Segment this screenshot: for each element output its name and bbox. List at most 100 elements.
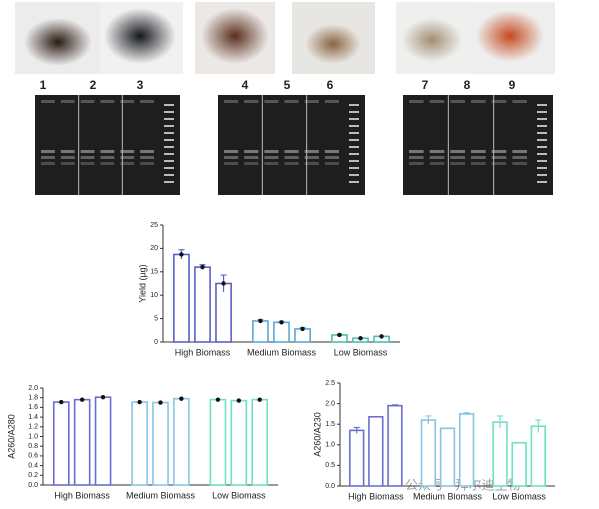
ladder-band (164, 146, 174, 148)
bar (492, 421, 508, 487)
y-tick-label: 1.0 (28, 433, 38, 440)
bar (511, 441, 527, 487)
gel-band (471, 162, 486, 165)
gel-band (100, 156, 115, 159)
data-point (179, 252, 184, 257)
gel-band (491, 156, 507, 159)
y-tick-label: 1.0 (325, 442, 335, 449)
bar (173, 253, 190, 343)
gel-band (60, 162, 75, 165)
gel-band (244, 150, 259, 153)
y-axis-title: A260/A230 (312, 412, 322, 457)
gel-band (450, 150, 465, 153)
bar (194, 266, 211, 343)
y-tick-label: 1.6 (28, 404, 38, 411)
ladder-band (537, 153, 547, 155)
gel-band (450, 162, 465, 165)
bar (458, 413, 475, 487)
y-tick-label: 0.4 (28, 462, 38, 469)
y-axis-title: A260/A280 (6, 414, 16, 459)
gel-band (512, 162, 527, 165)
gel-band (284, 162, 299, 165)
ladder-band (164, 118, 174, 120)
ladder-band (164, 181, 174, 183)
gel-well (450, 100, 465, 103)
gel-band (284, 150, 299, 153)
ladder-band (349, 139, 359, 141)
gel (218, 95, 365, 195)
gel-band (409, 150, 424, 153)
gel-band (60, 150, 75, 153)
x-tick-label: High Biomass (348, 491, 404, 501)
gel-band (304, 150, 319, 153)
gel-well (471, 100, 486, 103)
gel-well (244, 100, 259, 103)
gel-well (512, 100, 527, 103)
x-tick-label: Medium Biomass (413, 491, 483, 501)
gel-band (41, 162, 55, 165)
y-tick-label: 10 (150, 292, 158, 299)
gel-well (284, 100, 299, 103)
sample-label: 9 (509, 78, 516, 92)
data-point (221, 281, 226, 286)
bar (252, 320, 269, 343)
data-point (137, 399, 142, 405)
y-tick-label: 0.2 (28, 472, 38, 479)
gel-band (429, 156, 445, 159)
ladder-band (537, 104, 547, 106)
bar (131, 401, 148, 486)
y-tick-label: 0.0 (325, 483, 335, 490)
ladder-band (537, 146, 547, 148)
ladder-band (349, 132, 359, 134)
ladder-band (164, 139, 174, 141)
bar (230, 399, 248, 486)
data-point (158, 400, 163, 405)
bar (349, 429, 365, 487)
data-point (300, 326, 305, 332)
gel-band (324, 162, 339, 165)
soil (476, 10, 544, 62)
bar (152, 401, 169, 486)
error-bar (353, 426, 360, 434)
soil (305, 24, 361, 64)
ladder-band (349, 104, 359, 106)
bar (273, 321, 290, 343)
gel-well (140, 100, 154, 103)
x-tick-label: Medium Biomass (126, 490, 196, 500)
gel-band (140, 162, 154, 165)
gel-band (100, 150, 115, 153)
soil (24, 18, 92, 66)
gel-well (264, 100, 279, 103)
y-tick-label: 20 (150, 245, 158, 252)
data-point (279, 320, 284, 325)
ladder-band (537, 174, 547, 176)
data-point (200, 264, 205, 270)
ladder-band (537, 160, 547, 162)
data-point (379, 334, 384, 339)
error-bar (535, 419, 542, 433)
bar (530, 425, 546, 487)
gel-well (429, 100, 445, 103)
x-tick-label: Low Biomass (334, 347, 388, 357)
soil-photos (15, 2, 555, 74)
gel-band (304, 156, 319, 159)
y-tick-label: 1.4 (28, 414, 38, 421)
gel (403, 95, 553, 195)
ladder-band (164, 125, 174, 127)
gel-band (41, 150, 55, 153)
gel-well (324, 100, 339, 103)
bar (209, 398, 227, 486)
gel-band (80, 156, 95, 159)
sample-label: 8 (464, 78, 471, 92)
x-tick-label: Low Biomass (212, 490, 266, 500)
gel-band (140, 150, 154, 153)
gel-band (512, 156, 527, 159)
gel-band (491, 162, 507, 165)
data-point (179, 396, 184, 401)
ladder-band (349, 118, 359, 120)
y-axis-title: Yield (µg) (137, 264, 147, 302)
bar (251, 398, 269, 486)
gel-band (224, 156, 239, 159)
soil (104, 8, 176, 64)
